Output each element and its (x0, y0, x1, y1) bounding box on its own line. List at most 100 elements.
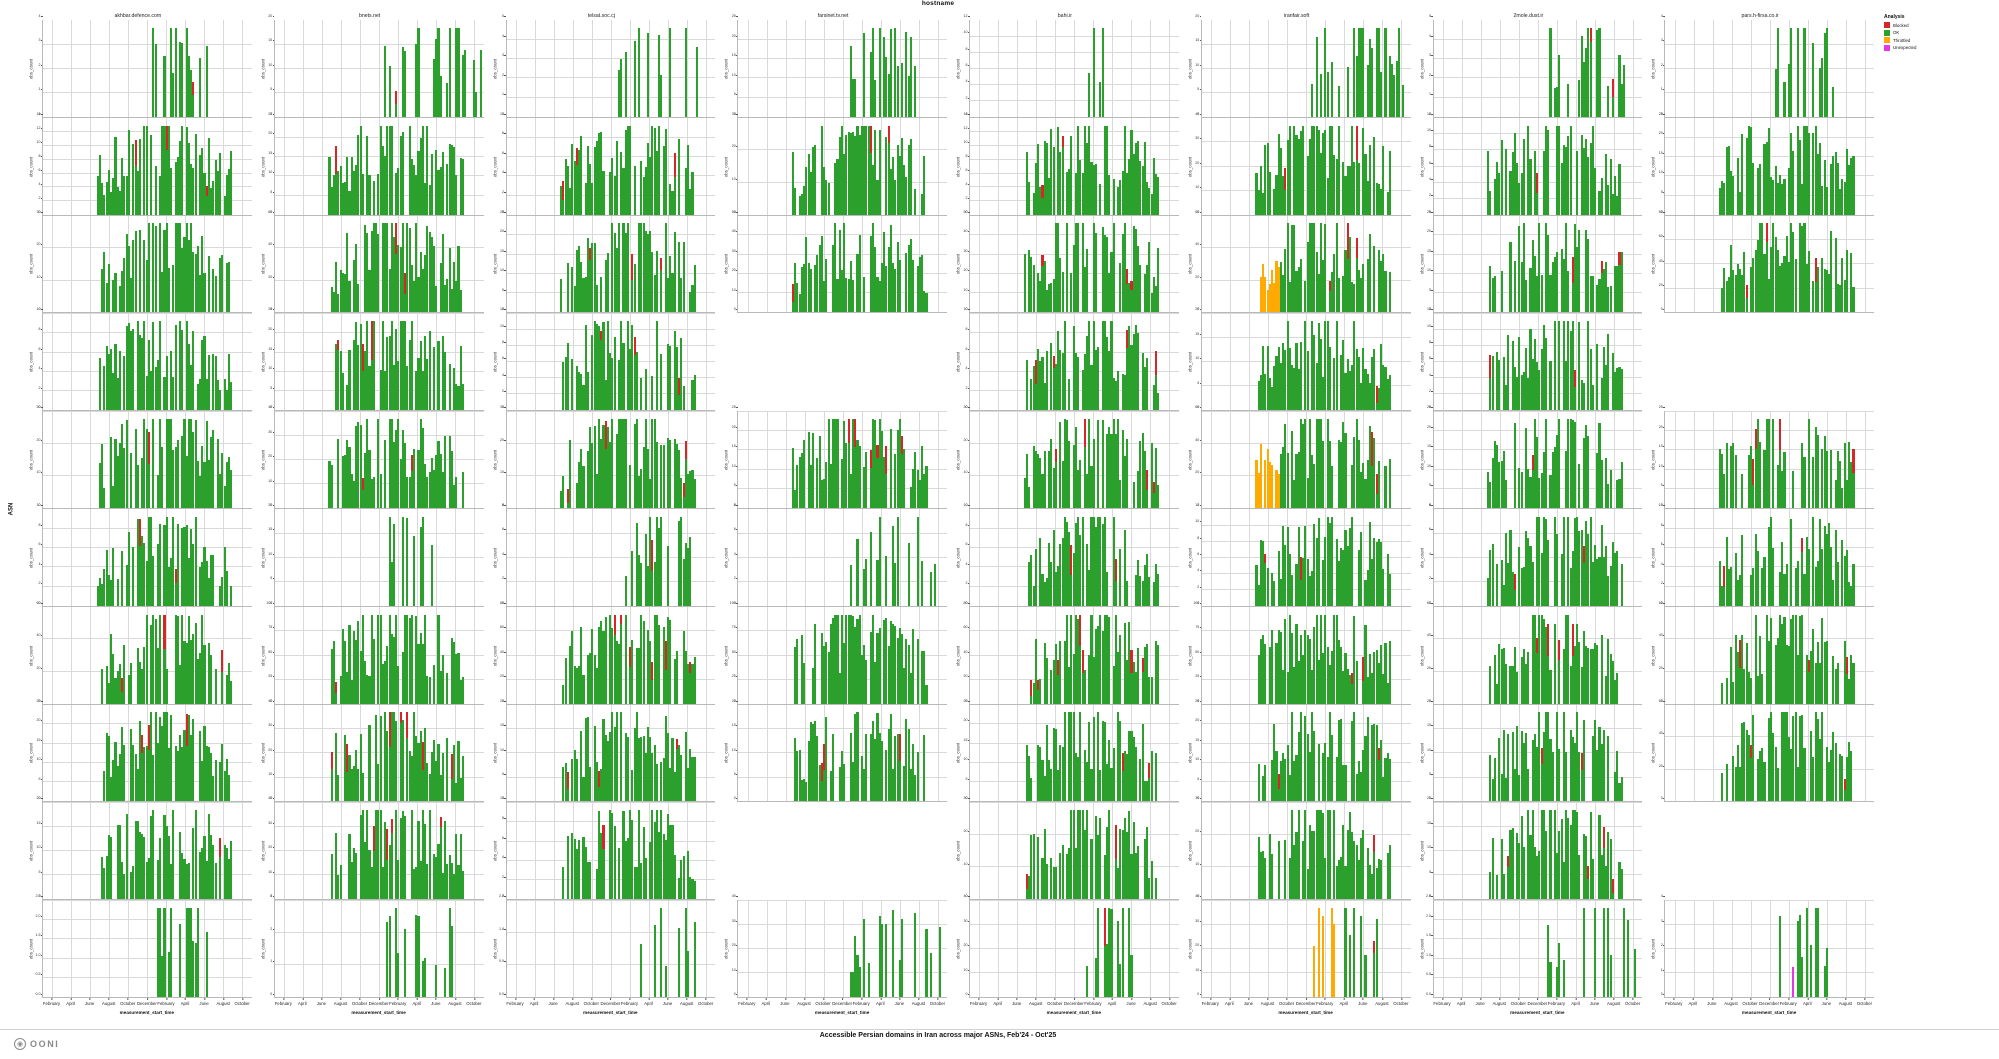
bar-ok (885, 57, 888, 117)
y-tick-label: 15 (1195, 737, 1202, 742)
bar-ok (1745, 297, 1748, 313)
y-tick-label: 20 (1195, 470, 1202, 475)
bar-ok (840, 270, 843, 313)
panel-y-axis: obs_count 0 2 4 6 8 10 (22, 503, 43, 607)
bar-ok (1763, 556, 1766, 606)
bar-ok (1571, 551, 1574, 606)
bar-ok (653, 561, 656, 606)
bar-ok (1830, 231, 1833, 313)
bar-ok (1291, 225, 1294, 313)
bar-ok (582, 465, 585, 508)
bar-ok (390, 418, 393, 508)
bar-blocked (1121, 753, 1124, 771)
vertical-gridline (1518, 411, 1520, 508)
bar-ok (1821, 448, 1824, 508)
vertical-gridline (823, 411, 825, 508)
vertical-gridline (1169, 802, 1170, 900)
bar-blocked (675, 739, 678, 750)
bar-blocked (1587, 866, 1590, 880)
bar-blocked (1130, 280, 1133, 290)
bar-ok (1765, 614, 1768, 704)
panel-plot-area (737, 411, 947, 509)
vertical-gridline (553, 117, 555, 215)
vertical-gridline (534, 215, 536, 313)
vertical-gridline (823, 117, 825, 215)
bar-ok (1593, 643, 1597, 704)
bar-ok (613, 233, 616, 313)
bar-ok (1591, 736, 1594, 802)
bar-ok (577, 246, 581, 313)
bar-ok (167, 566, 170, 606)
panel-plot-area (505, 117, 716, 216)
panel-plot-area (1432, 20, 1643, 118)
panel-y-axis: obs_count 0 20 40 60 80 (949, 601, 970, 705)
bar-ok (1150, 750, 1153, 802)
facet-panel-r3-c5: obs_count 0 5 10 15 20 (1181, 307, 1413, 412)
panel-y-axis: obs_count 0 2 4 6 8 10 (1644, 503, 1665, 607)
vertical-gridline (474, 215, 475, 313)
bar-ok (1342, 670, 1345, 704)
bar-ok (444, 968, 447, 997)
bar-ok (152, 614, 155, 704)
bar-ok (1491, 543, 1494, 606)
bar-ok (689, 749, 692, 802)
bar-ok (849, 474, 852, 508)
bar-ok (571, 631, 574, 704)
bar-ok (909, 36, 912, 117)
bar-ok (631, 639, 634, 704)
bar-ok (660, 353, 663, 411)
bar-ok (1137, 140, 1140, 215)
bar-ok (1346, 258, 1349, 313)
panel-y-axis: obs_count 0 25 50 75 100 (254, 601, 275, 705)
bar-ok (190, 418, 193, 508)
bar-ok (1792, 151, 1795, 215)
bar-ok (138, 720, 142, 802)
bar-ok (386, 223, 389, 313)
bar-ok (669, 27, 672, 117)
bar-ok (1553, 810, 1556, 900)
vertical-gridline (185, 606, 186, 704)
bar-ok (1099, 516, 1102, 606)
bar-blocked (898, 734, 901, 762)
vertical-gridline (1461, 117, 1463, 215)
bar-ok (1847, 742, 1851, 802)
bar-ok (678, 927, 681, 997)
bar-ok (811, 432, 815, 508)
bar-ok (1271, 387, 1274, 411)
y-axis-title: obs_count (28, 254, 34, 275)
bar-ok (461, 677, 465, 704)
vertical-gridline (747, 215, 749, 313)
bar-ok (1819, 738, 1822, 802)
bar-ok (1736, 264, 1739, 313)
vertical-gridline (1788, 411, 1790, 508)
bar-ok (1531, 810, 1534, 900)
bar-ok (1284, 618, 1287, 704)
bar-ok (227, 353, 231, 411)
bar-ok (1527, 537, 1530, 606)
bar-ok (98, 577, 101, 606)
bar-ok (187, 343, 190, 411)
bar-ok (1796, 767, 1799, 802)
bar-ok (439, 75, 442, 117)
bar-ok (136, 464, 139, 508)
bar-ok (187, 557, 190, 606)
bar-ok (1852, 564, 1855, 606)
bar-ok (1727, 145, 1730, 215)
bar-ok (174, 614, 177, 704)
bar-ok (1317, 744, 1320, 802)
bar-ok (415, 736, 418, 802)
vertical-gridline (937, 117, 939, 215)
bar-ok (448, 27, 451, 117)
bar-ok (441, 336, 444, 411)
vertical-gridline (322, 606, 323, 704)
bar-ok (170, 168, 173, 215)
bar-throttled (1262, 264, 1265, 313)
y-tick-label: 30 (500, 405, 506, 410)
bar-ok (421, 769, 424, 802)
bar-ok (410, 755, 413, 802)
bar-ok (199, 155, 202, 215)
vertical-gridline (899, 20, 901, 117)
bar-ok (1077, 756, 1080, 802)
y-tick-label: 6 (965, 346, 970, 351)
vertical-gridline (360, 215, 361, 313)
